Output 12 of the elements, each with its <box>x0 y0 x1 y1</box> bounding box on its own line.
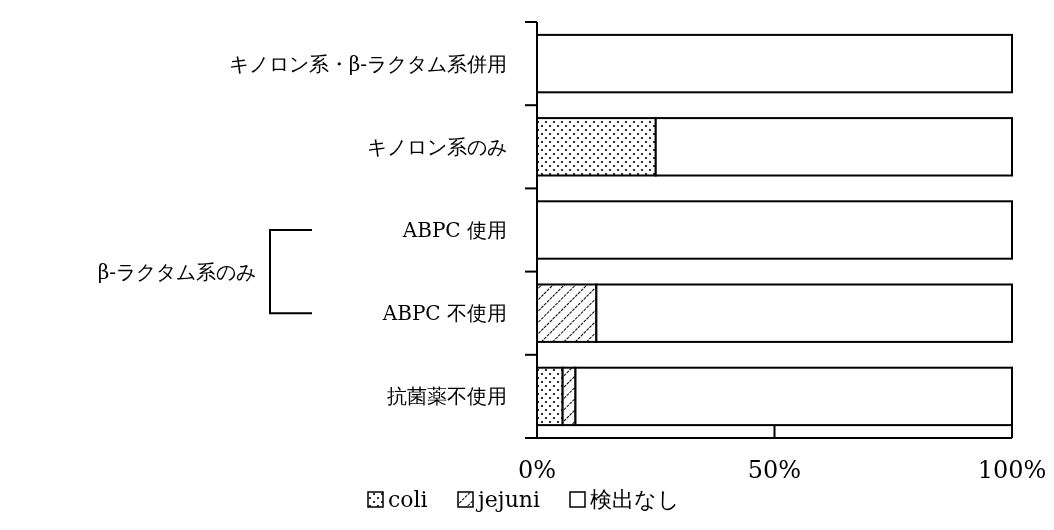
legend-label: coli <box>388 487 428 512</box>
text: β-ラクタム系のみ <box>97 259 256 284</box>
y-tick-label: 抗菌薬不使用 <box>387 384 507 409</box>
y-tick-label: キノロン系のみ <box>367 134 507 159</box>
legend-label: jejuni <box>475 487 541 512</box>
y-tick-label: ABPC 使用 <box>401 218 507 242</box>
y-tick-label: ABPC 不使用 <box>381 301 507 326</box>
x-tick-label: 100% <box>977 456 1047 484</box>
legend-label: 検出なし <box>590 487 680 512</box>
x-tick-label: 50% <box>747 456 802 484</box>
x-tick-label: 0% <box>517 456 557 484</box>
y-tick-label: キノロン系・β-ラクタム系併用 <box>228 51 507 76</box>
